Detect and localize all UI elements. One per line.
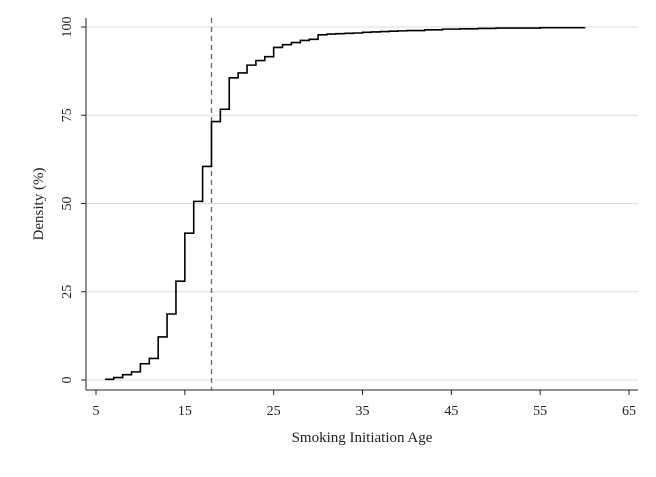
y-tick-label-100: 100 xyxy=(60,17,75,38)
x-tick-label-25: 25 xyxy=(267,404,281,419)
x-tick-label-15: 15 xyxy=(178,404,192,419)
x-tick-label-5: 5 xyxy=(93,404,100,419)
x-tick-label-65: 65 xyxy=(622,404,636,419)
y-tick-label-0: 0 xyxy=(60,377,75,384)
y-tick-label-75: 75 xyxy=(60,108,75,122)
y-axis-ticks: 0 25 50 75 100 xyxy=(60,17,86,384)
x-tick-label-55: 55 xyxy=(533,404,547,419)
x-tick-label-45: 45 xyxy=(444,404,458,419)
y-tick-label-25: 25 xyxy=(60,285,75,299)
x-axis-label: Smoking Initiation Age xyxy=(292,430,433,446)
x-tick-label-35: 35 xyxy=(356,404,370,419)
y-tick-label-50: 50 xyxy=(60,197,75,211)
series-step-line xyxy=(104,26,586,381)
gridlines xyxy=(86,26,638,381)
y-axis-label: Density (%) xyxy=(31,168,47,241)
x-axis-ticks: 5 15 25 35 45 55 65 xyxy=(93,390,636,419)
